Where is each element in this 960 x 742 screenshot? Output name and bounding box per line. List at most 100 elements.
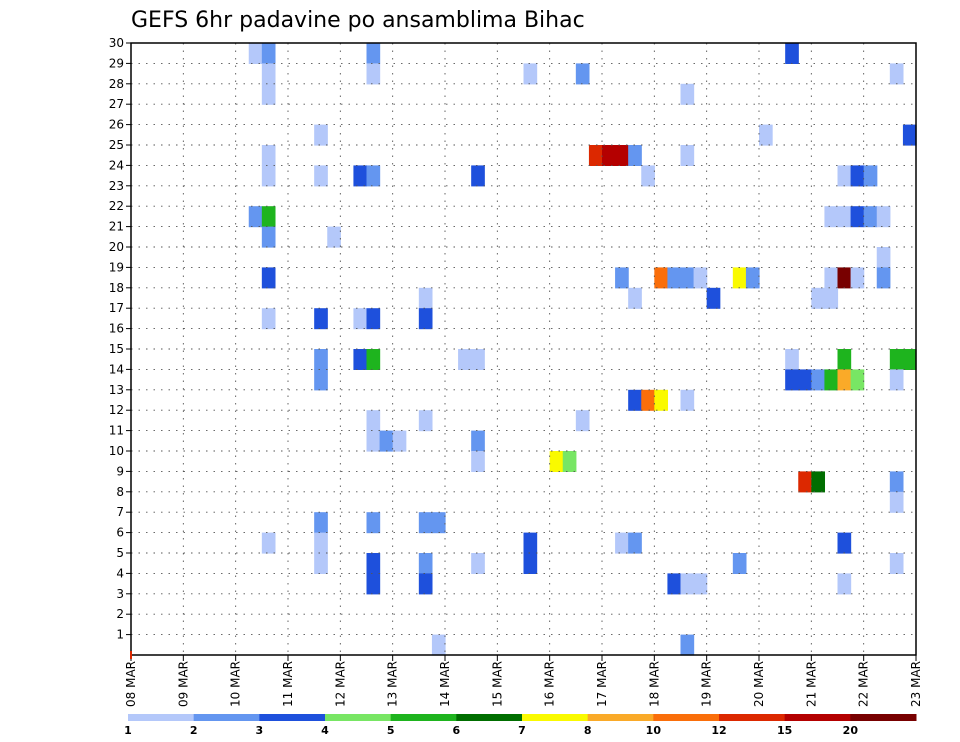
legend-label: 6 — [453, 724, 461, 737]
heatmap-cell — [562, 451, 577, 472]
heatmap-cell — [876, 267, 891, 289]
y-tick-label: 22 — [109, 199, 124, 213]
legend-swatch — [193, 714, 260, 721]
x-tick-label: 16 MAR — [543, 661, 557, 707]
legend-label: 1 — [124, 724, 132, 737]
heatmap-cell — [353, 165, 368, 187]
y-tick-label: 23 — [109, 179, 124, 193]
x-tick-label: 22 MAR — [857, 661, 871, 707]
heatmap-cell — [785, 349, 799, 370]
heatmap-cell — [785, 369, 799, 391]
y-tick-label: 12 — [109, 403, 124, 417]
heatmap-cell — [693, 573, 708, 595]
heatmap-cell — [641, 389, 655, 411]
heatmap-cell — [353, 308, 368, 330]
legend-swatch — [653, 714, 720, 721]
heatmap-cell — [732, 553, 747, 574]
x-tick-label: 18 MAR — [647, 661, 661, 707]
heatmap-cell — [314, 165, 328, 187]
y-tick-label: 13 — [109, 383, 124, 397]
y-tick-label: 11 — [109, 424, 124, 438]
heatmap-cell — [641, 165, 655, 187]
heatmap-cell — [588, 145, 603, 166]
y-tick-label: 5 — [116, 546, 124, 560]
legend-label: 3 — [256, 724, 264, 737]
heatmap-cell — [327, 226, 341, 248]
x-tick-label: 10 MAR — [229, 661, 243, 707]
legend-swatch — [259, 714, 326, 721]
heatmap-cell — [261, 145, 276, 166]
heatmap-cell — [889, 349, 904, 370]
y-tick-label: 7 — [116, 505, 124, 519]
heatmap-cell — [523, 63, 538, 85]
heatmap-cell — [628, 145, 642, 166]
heatmap-cell — [261, 308, 276, 330]
y-tick-label: 30 — [109, 36, 124, 50]
legend-swatch — [719, 714, 786, 721]
heatmap-cell — [418, 308, 433, 330]
legend-swatch — [390, 714, 457, 721]
gridlines — [131, 42, 916, 655]
heatmap-cell — [824, 369, 839, 391]
x-tick-label: 12 MAR — [333, 661, 347, 707]
heatmap-cell — [850, 267, 865, 289]
legend-label: 8 — [584, 724, 592, 737]
heatmap-cell — [680, 634, 695, 656]
heatmap-cell — [615, 145, 629, 166]
heatmap-cell — [837, 369, 852, 391]
heatmap-cell — [418, 512, 433, 534]
legend-swatch — [850, 714, 917, 721]
y-tick-label: 24 — [109, 158, 124, 172]
y-axis: 1234567891011121314151617181920212223242… — [109, 36, 131, 642]
legend-label: 10 — [646, 724, 662, 737]
heatmap-cell — [615, 532, 629, 554]
legend-label: 7 — [518, 724, 526, 737]
heatmap-cell — [654, 267, 669, 289]
legend-swatch — [522, 714, 589, 721]
heatmap-cell — [798, 369, 812, 391]
y-tick-label: 4 — [116, 566, 124, 580]
color-legend: 1 2 3 4 5 6 7 8 10 12 15 20 — [124, 714, 917, 737]
heatmap-cell — [418, 573, 433, 595]
y-tick-label: 2 — [116, 607, 124, 621]
heatmap-cell — [575, 63, 590, 85]
heatmap-cell — [680, 83, 695, 105]
y-tick-label: 8 — [116, 485, 124, 499]
heatmap-cell — [680, 267, 695, 289]
heatmap-cell — [680, 389, 695, 411]
y-tick-label: 6 — [116, 526, 124, 540]
heatmap-cell — [379, 430, 394, 452]
heatmap-cell — [314, 349, 328, 370]
heatmap-cells — [248, 43, 917, 656]
heatmap-cell — [850, 206, 865, 228]
heatmap-cell — [314, 532, 328, 554]
heatmap-cell — [824, 206, 839, 228]
legend-label: 4 — [321, 724, 329, 737]
heatmap-cell — [902, 124, 917, 146]
heatmap-cell — [261, 206, 276, 228]
x-tick-label: 08 MAR — [124, 661, 138, 707]
heatmap-cell — [863, 206, 878, 228]
x-tick-label: 17 MAR — [595, 661, 609, 707]
heatmap-cell — [575, 410, 590, 432]
y-tick-label: 26 — [109, 118, 124, 132]
heatmap-cell — [366, 165, 381, 187]
heatmap-cell — [811, 287, 826, 309]
heatmap-cell — [471, 451, 485, 472]
heatmap-cell — [628, 389, 642, 411]
heatmap-cell — [889, 553, 904, 574]
heatmap-cell — [628, 287, 642, 309]
heatmap-cell — [889, 63, 904, 85]
heatmap-cell — [667, 267, 682, 289]
heatmap-cell — [366, 63, 381, 85]
legend-label: 15 — [777, 724, 792, 737]
x-tick-label: 20 MAR — [752, 661, 766, 707]
legend-label: 20 — [843, 724, 859, 737]
heatmap-cell — [366, 410, 381, 432]
heatmap-cell — [314, 308, 328, 330]
y-tick-label: 28 — [109, 77, 124, 91]
heatmap-cell — [811, 369, 826, 391]
heatmap-cell — [431, 634, 446, 656]
heatmap-cell — [261, 226, 276, 248]
x-tick-label: 14 MAR — [438, 661, 452, 707]
